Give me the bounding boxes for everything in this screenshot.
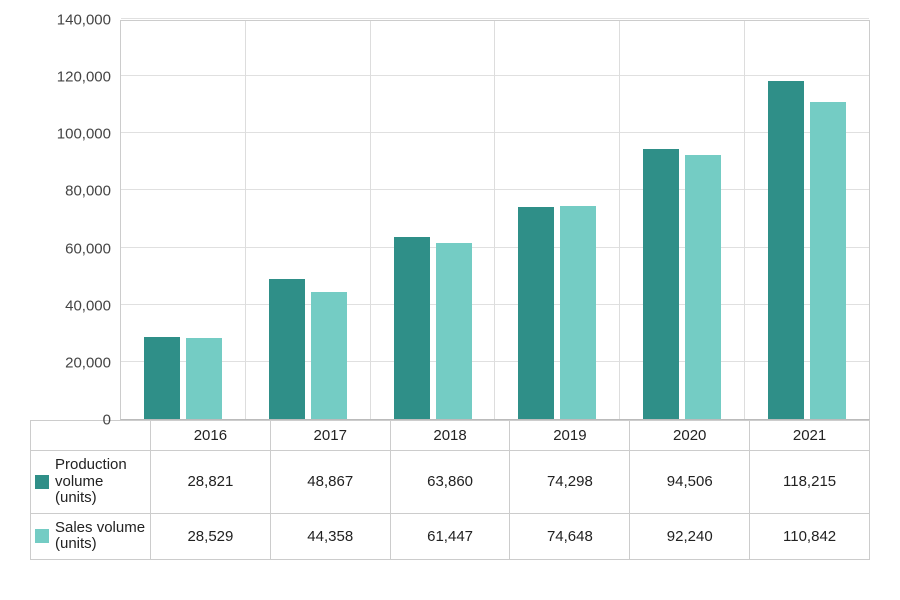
bar-production	[518, 207, 554, 419]
plot-row: 020,00040,00060,00080,000100,000120,0001…	[30, 20, 870, 420]
year-cell: 2016	[151, 421, 271, 451]
y-tick-label: 120,000	[57, 69, 111, 86]
category-group	[744, 21, 869, 419]
data-cell: 92,240	[630, 513, 750, 559]
bar-sales	[186, 338, 222, 420]
data-cell: 118,215	[750, 451, 870, 514]
y-tick-label: 60,000	[65, 240, 111, 257]
bar-production	[394, 237, 430, 419]
series-row-production: Production volume (units) 28,821 48,867 …	[31, 451, 870, 514]
grid-line	[121, 18, 869, 19]
category-group	[619, 21, 744, 419]
legend-production: Production volume (units)	[31, 451, 151, 514]
bar-production	[144, 337, 180, 419]
data-cell: 48,867	[270, 451, 390, 514]
data-table: 2016 2017 2018 2019 2020 2021 Production…	[30, 420, 870, 560]
data-cell: 44,358	[270, 513, 390, 559]
legend-label: Production volume (units)	[55, 457, 146, 507]
bar-production	[768, 81, 804, 419]
y-tick-label: 40,000	[65, 297, 111, 314]
y-tick-label: 20,000	[65, 354, 111, 371]
plot-area	[120, 20, 870, 420]
legend-label: Sales volume (units)	[55, 520, 146, 553]
data-cell: 74,648	[510, 513, 630, 559]
y-tick-label: 80,000	[65, 183, 111, 200]
bars-layer	[121, 21, 869, 419]
category-group	[245, 21, 370, 419]
y-tick-label: 0	[103, 412, 111, 429]
y-axis: 020,00040,00060,00080,000100,000120,0001…	[30, 20, 120, 420]
y-tick-label: 100,000	[57, 126, 111, 143]
y-tick-label: 140,000	[57, 12, 111, 29]
swatch-sales-icon	[35, 529, 49, 543]
data-cell: 28,529	[151, 513, 271, 559]
data-cell: 61,447	[390, 513, 510, 559]
bar-production	[269, 279, 305, 419]
data-cell: 110,842	[750, 513, 870, 559]
category-group	[494, 21, 619, 419]
bar-sales	[685, 155, 721, 419]
volume-bar-chart: 0 20,000 40,000 60,000 80,000 100,000 120,000 1…	[30, 20, 870, 560]
bar-sales	[311, 292, 347, 419]
year-cell: 2019	[510, 421, 630, 451]
legend-sales: Sales volume (units)	[31, 513, 151, 559]
year-row: 2016 2017 2018 2019 2020 2021	[31, 421, 870, 451]
bar-production	[643, 149, 679, 419]
legend-corner	[31, 421, 151, 451]
data-cell: 28,821	[151, 451, 271, 514]
bar-sales	[436, 243, 472, 419]
year-cell: 2020	[630, 421, 750, 451]
category-group	[370, 21, 495, 419]
bar-sales	[810, 102, 846, 419]
bar-sales	[560, 206, 596, 419]
swatch-production-icon	[35, 475, 49, 489]
data-cell: 74,298	[510, 451, 630, 514]
year-cell: 2017	[270, 421, 390, 451]
data-cell: 63,860	[390, 451, 510, 514]
data-cell: 94,506	[630, 451, 750, 514]
category-group	[121, 21, 245, 419]
year-cell: 2021	[750, 421, 870, 451]
year-cell: 2018	[390, 421, 510, 451]
series-row-sales: Sales volume (units) 28,529 44,358 61,44…	[31, 513, 870, 559]
